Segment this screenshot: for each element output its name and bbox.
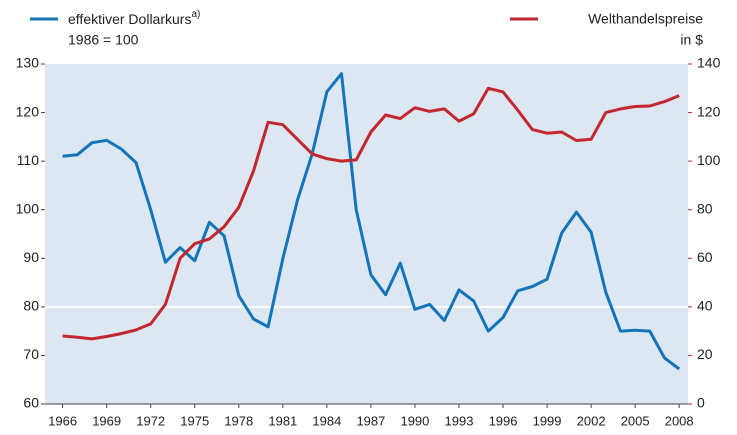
- y2-tick-label: 60: [697, 249, 713, 265]
- x-tick-label: 1975: [180, 413, 209, 428]
- x-tick-label: 2002: [577, 413, 606, 428]
- x-tick-label: 1978: [224, 413, 253, 428]
- x-tick-label: 1972: [136, 413, 165, 428]
- y2-tick-label: 100: [697, 152, 721, 168]
- x-tick-label: 2008: [665, 413, 694, 428]
- y-tick-label: 130: [16, 55, 40, 71]
- x-tick-label: 1993: [445, 413, 474, 428]
- legend-unit: in $: [680, 32, 703, 48]
- y2-tick-label: 120: [697, 103, 721, 119]
- legend-unit: 1986 = 100: [68, 32, 139, 48]
- y-tick-label: 70: [23, 346, 39, 362]
- y2-tick-label: 0: [697, 395, 705, 411]
- x-tick-label: 1990: [400, 413, 429, 428]
- x-tick-label: 1981: [268, 413, 297, 428]
- x-tick-label: 1996: [489, 413, 518, 428]
- plot-background: [45, 64, 688, 404]
- legend-label-name: effektiver Dollarkurs: [68, 11, 191, 27]
- y2-tick-label: 40: [697, 298, 713, 314]
- y-tick-label: 60: [23, 395, 39, 411]
- x-tick-label: 1984: [312, 413, 341, 428]
- series-line: [62, 86, 680, 341]
- y-tick-label: 90: [23, 249, 39, 265]
- x-tick-label: 2005: [621, 413, 650, 428]
- y-tick-label: 80: [23, 298, 39, 314]
- series-line: [62, 72, 681, 371]
- x-tick-label: 1999: [533, 413, 562, 428]
- y2-tick-label: 20: [697, 346, 713, 362]
- y2-tick-label: 140: [697, 55, 721, 71]
- legend-label-note: a): [191, 9, 200, 20]
- y-tick-label: 120: [16, 103, 40, 119]
- x-tick-label: 1987: [356, 413, 385, 428]
- x-tick-label: 1966: [48, 413, 77, 428]
- x-tick-label: 1969: [92, 413, 121, 428]
- y-tick-label: 100: [16, 200, 40, 216]
- legend-label: Welthandelspreise: [588, 11, 703, 27]
- y2-tick-label: 80: [697, 200, 713, 216]
- y-tick-label: 110: [17, 152, 40, 168]
- legend-label: effektiver Dollarkursa): [68, 9, 200, 27]
